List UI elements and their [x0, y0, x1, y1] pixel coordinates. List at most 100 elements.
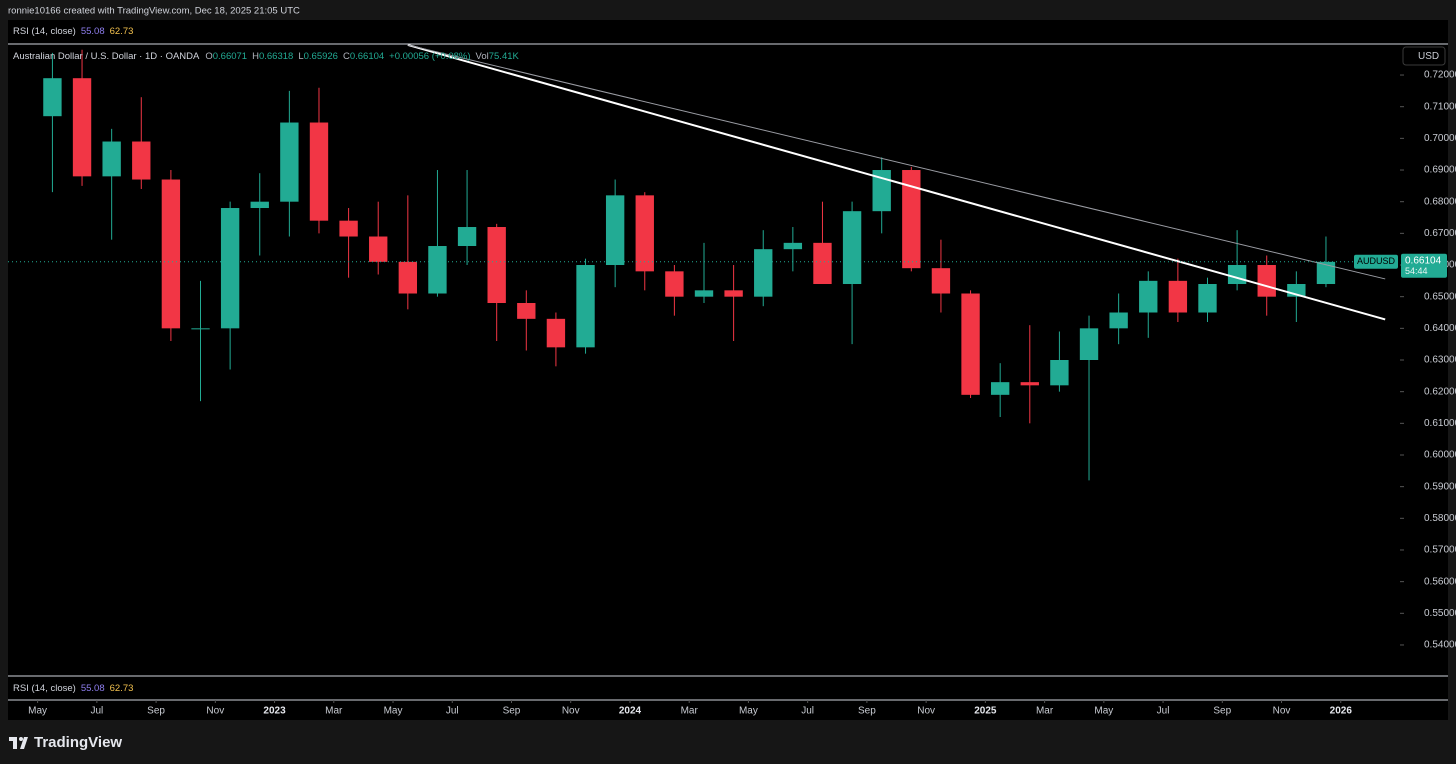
rsi-value: 62.73 [110, 26, 134, 37]
x-tick-label: Sep [858, 706, 876, 717]
candle-body [1198, 284, 1217, 313]
candle-body [517, 303, 536, 319]
candle-body [754, 249, 773, 297]
x-tick-label: 2024 [619, 706, 642, 717]
candle-body [339, 220, 358, 237]
candle-body [665, 271, 684, 297]
ohlc-value: 0.66318 [259, 51, 293, 62]
trendline [407, 43, 1386, 321]
candle-body [250, 201, 269, 209]
x-tick-label: Jul [90, 706, 103, 717]
x-tick-label: Nov [1273, 706, 1291, 717]
candle-body [487, 227, 506, 304]
volume-label: Vol [476, 51, 489, 62]
candle-body [1168, 280, 1188, 313]
candle-body [1316, 261, 1336, 285]
credit: ronnie10166 created with TradingView.com… [8, 6, 300, 17]
rsi-header: RSI (14, close) 55.08 62.73 [13, 26, 133, 37]
countdown: 54:44 [1405, 266, 1428, 276]
ohlc-value: 0.65926 [304, 51, 338, 62]
candle-body [1139, 280, 1158, 313]
symbol-tag-bg [1354, 254, 1398, 269]
x-tick-label: 2025 [974, 706, 997, 717]
x-tick-label: Jul [1157, 706, 1170, 717]
candle-body [546, 318, 566, 348]
x-tick-label: Sep [1213, 706, 1231, 717]
candle-body [1050, 360, 1069, 386]
currency-box[interactable] [1402, 46, 1446, 66]
candle-body [635, 195, 654, 272]
x-tick-label: May [1094, 706, 1113, 717]
instrument: Australian Dollar / U.S. Dollar · 1D · O… [13, 51, 200, 62]
candle-body [309, 122, 329, 221]
candle-body [191, 328, 210, 330]
candle-body [931, 268, 951, 294]
x-tick-label: May [384, 706, 403, 717]
rsi-label: RSI (14, close) [13, 26, 76, 37]
brand-logo [9, 737, 28, 749]
symbol-tag: AUDUSD [1357, 256, 1396, 266]
x-tick-label: Mar [681, 706, 699, 717]
y-tick-label: 0.72000 [1424, 70, 1456, 81]
x-tick-label: Jul [801, 706, 814, 717]
rsi-value: 55.08 [81, 26, 105, 37]
rsi-label: RSI (14, close) [13, 683, 76, 694]
x-tick-label: Nov [562, 706, 580, 717]
candle-body [457, 227, 477, 247]
x-tick-label: Sep [147, 706, 165, 717]
candle-body [1257, 265, 1276, 297]
x-tick-label: May [739, 706, 758, 717]
candle-body [280, 122, 299, 202]
rsi-value: 55.08 [81, 683, 105, 694]
candle-body [1079, 328, 1099, 360]
ohlc-label: H [252, 51, 259, 62]
x-tick-label: Nov [917, 706, 935, 717]
candle-body [43, 78, 62, 117]
candle-body [724, 290, 743, 297]
candle-body [990, 382, 1010, 395]
ohlc-label: O [205, 51, 212, 62]
candle-body [1109, 312, 1128, 329]
candle-body [220, 208, 240, 329]
candle-body [842, 211, 862, 285]
x-tick-label: Nov [206, 706, 224, 717]
candle-body [132, 141, 151, 180]
price-tag-bg [1401, 253, 1447, 278]
candle-body [72, 78, 92, 177]
candle-body [902, 170, 921, 269]
candle-body [1227, 265, 1247, 285]
symbol-legend: Australian Dollar / U.S. Dollar · 1D · O… [13, 51, 520, 62]
ohlc-label: C [343, 51, 350, 62]
rsi-value: 62.73 [110, 683, 134, 694]
x-tick-label: 2023 [263, 706, 286, 717]
candle-body [398, 261, 418, 294]
currency[interactable]: USD [1418, 51, 1439, 62]
change: +0.00056 (+0.08%) [389, 51, 470, 62]
x-tick-label: Jul [446, 706, 459, 717]
brand: TradingView [34, 734, 122, 751]
candle-body [961, 293, 980, 395]
candle-body [694, 290, 714, 297]
x-tick-label: Sep [503, 706, 521, 717]
price-tag: 0.66104 [1405, 255, 1442, 266]
trendline [407, 44, 1386, 280]
x-tick-label: Mar [1036, 706, 1054, 717]
